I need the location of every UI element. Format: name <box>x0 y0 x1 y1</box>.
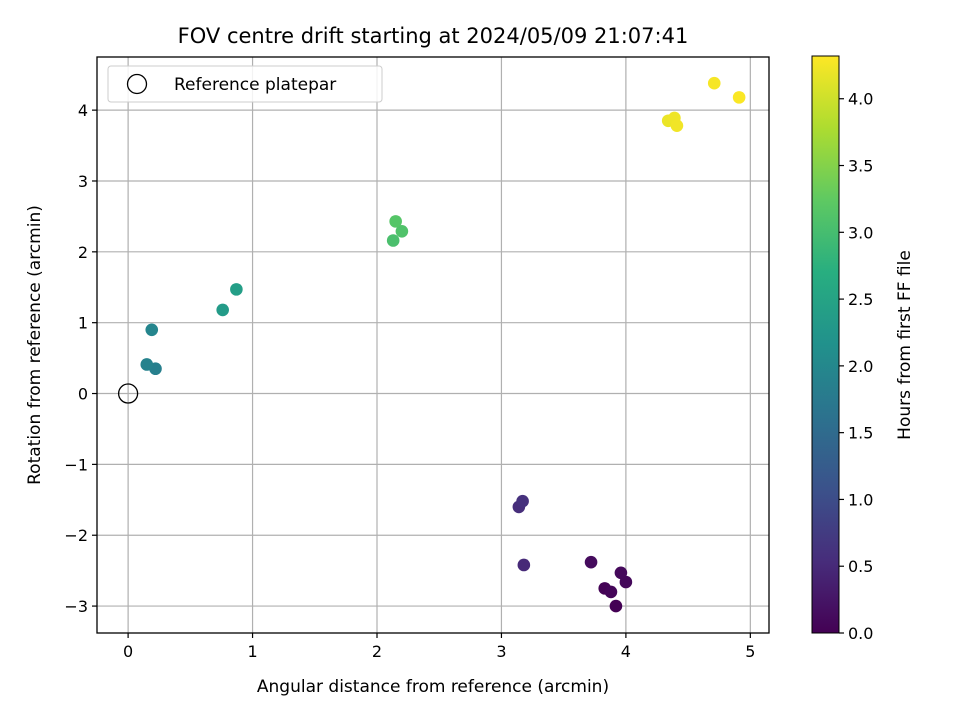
y-tick-label: −3 <box>64 597 88 616</box>
legend-marker <box>126 73 148 95</box>
data-point <box>732 91 746 104</box>
data-point <box>614 566 628 580</box>
x-axis: 0 1 2 3 4 5 <box>123 633 755 661</box>
data-point <box>230 283 243 296</box>
data-point <box>619 575 633 589</box>
colorbar-tick-label: 3.5 <box>848 157 873 176</box>
data-point <box>145 323 159 337</box>
data-point <box>216 303 229 317</box>
data-point <box>395 224 409 238</box>
colorbar-tick-label: 3.0 <box>848 223 873 242</box>
y-tick-label: −2 <box>64 526 88 545</box>
data-point <box>604 585 618 599</box>
colorbar-tick-label: 1.5 <box>848 424 873 443</box>
data-point <box>140 358 154 371</box>
x-tick-label: 1 <box>247 642 257 661</box>
data-point <box>517 558 531 572</box>
colorbar-tick-label: 1.0 <box>848 490 873 509</box>
y-tick-label: 3 <box>78 172 88 191</box>
data-points <box>117 76 746 613</box>
x-tick-label: 3 <box>496 642 506 661</box>
x-tick-label: 4 <box>621 642 631 661</box>
y-tick-label: 0 <box>78 385 88 404</box>
y-tick-label: 2 <box>78 243 88 262</box>
y-axis: −3 −2 −1 0 1 2 3 4 <box>64 101 97 616</box>
colorbar-tick-label: 2.0 <box>848 357 873 376</box>
plot-frame <box>96 56 770 634</box>
x-axis-label: Angular distance from reference (arcmin) <box>257 677 609 697</box>
colorbar-gradient <box>811 55 840 634</box>
y-axis-label: Rotation from reference (arcmin) <box>25 205 45 485</box>
reference-platepar-marker <box>117 383 139 404</box>
y-tick-label: −1 <box>64 455 88 474</box>
data-point <box>584 555 598 569</box>
data-point <box>670 119 684 133</box>
data-point <box>609 599 623 613</box>
chart-title: FOV centre drift starting at 2024/05/09 … <box>178 24 689 48</box>
legend-box <box>107 65 383 103</box>
legend: Reference platepar <box>107 65 383 103</box>
data-point <box>386 234 400 247</box>
x-tick-label: 5 <box>745 642 755 661</box>
colorbar-tick-label: 2.5 <box>848 290 873 309</box>
x-tick-label: 2 <box>372 642 382 661</box>
y-tick-label: 1 <box>78 314 88 333</box>
data-point <box>389 215 402 228</box>
colorbar-tick-label: 0.0 <box>848 624 873 643</box>
grid-lines <box>97 57 769 633</box>
legend-label: Reference platepar <box>174 75 336 95</box>
colorbar: 0.0 0.5 1.0 1.5 2.0 2.5 3.0 3.5 4.0 Hours from f… <box>811 55 915 643</box>
x-tick-label: 0 <box>123 642 133 661</box>
colorbar-ticks: 0.0 0.5 1.0 1.5 2.0 2.5 3.0 3.5 4.0 <box>839 90 873 643</box>
colorbar-tick-label: 4.0 <box>848 90 873 109</box>
data-point <box>707 76 721 90</box>
y-tick-label: 4 <box>78 101 88 120</box>
data-point <box>516 494 529 508</box>
colorbar-label: Hours from first FF file <box>895 250 915 440</box>
colorbar-tick-label: 0.5 <box>848 557 873 576</box>
